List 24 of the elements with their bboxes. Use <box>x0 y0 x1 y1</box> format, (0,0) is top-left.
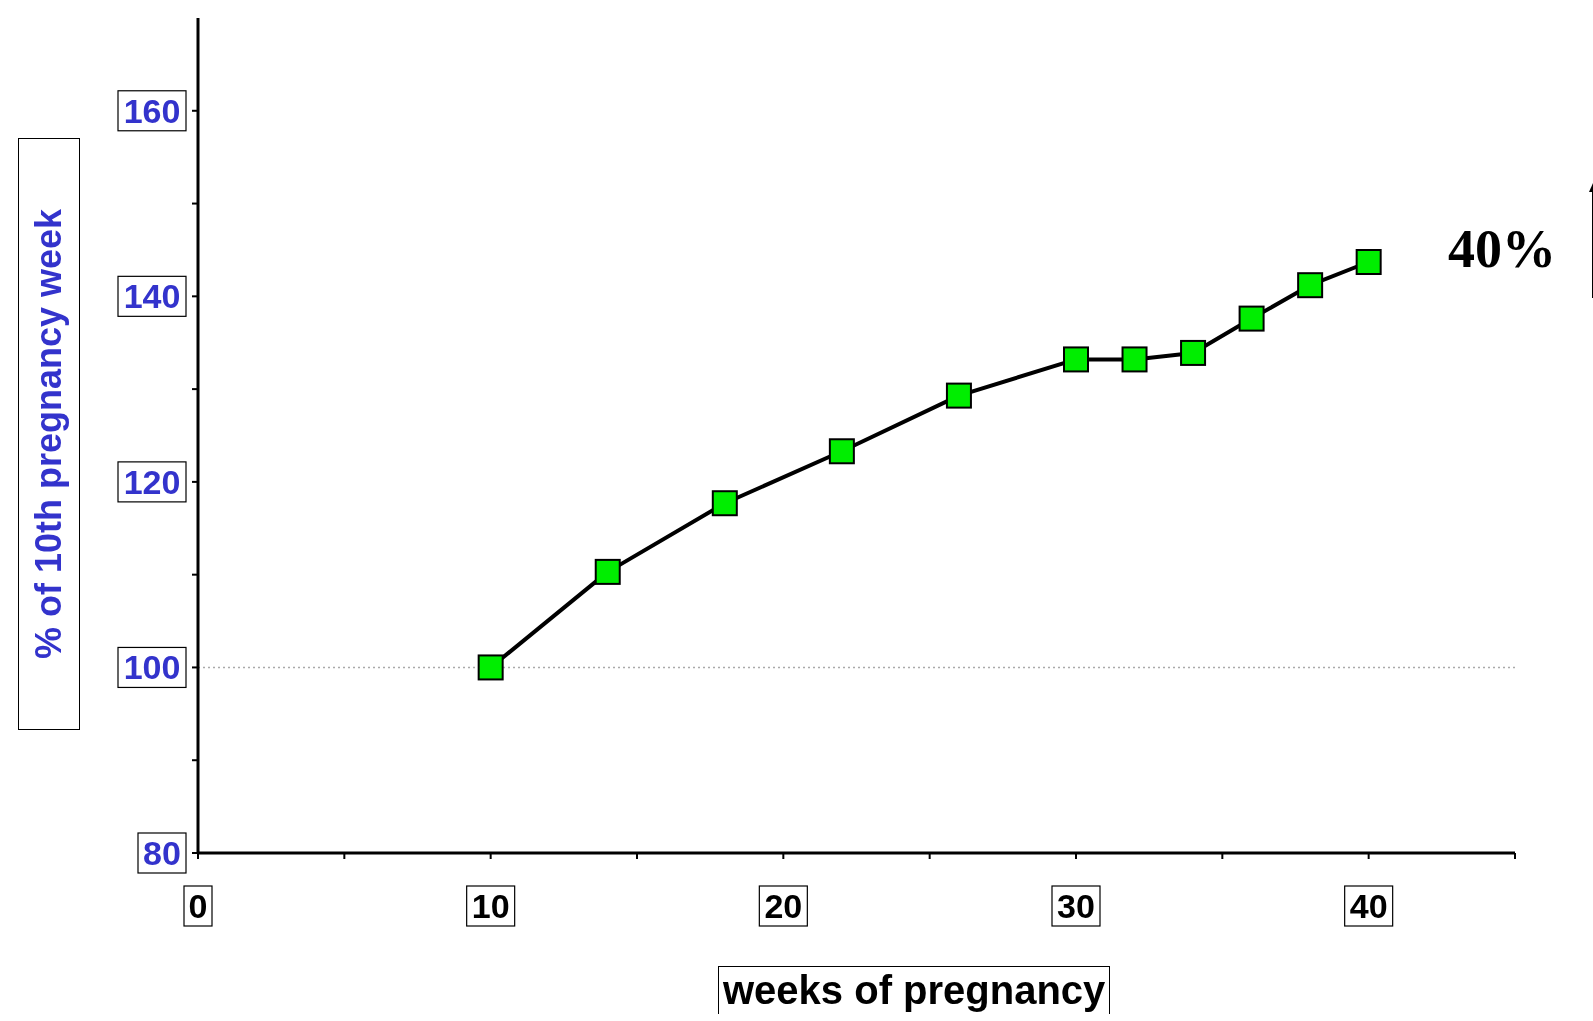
x-tick-label: 20 <box>764 887 803 925</box>
y-tick-label: 140 <box>123 277 181 316</box>
annotation: 40% <box>1448 218 1556 280</box>
y-tick-label: 120 <box>123 462 181 501</box>
point <box>945 382 972 409</box>
y-tick-label: 80 <box>143 834 181 872</box>
point <box>711 490 738 517</box>
point <box>594 558 621 585</box>
x-tick-label: 0 <box>188 887 208 925</box>
point <box>828 438 855 465</box>
point <box>1121 346 1148 373</box>
x-tick-label: 30 <box>1057 887 1095 925</box>
point <box>1238 305 1265 332</box>
x-tick-label: 10 <box>471 887 510 925</box>
point <box>1180 339 1207 366</box>
x-tick-label: 40 <box>1349 887 1388 925</box>
x-axis-title: weeks of pregnancy <box>718 966 1111 1014</box>
point <box>1355 249 1382 276</box>
point <box>1297 272 1324 299</box>
point <box>477 654 504 681</box>
y-tick-label: 100 <box>123 648 181 687</box>
y-axis-title: % of 10th pregnancy week <box>28 208 70 660</box>
y-tick-label: 160 <box>123 91 181 130</box>
point <box>1063 346 1089 373</box>
